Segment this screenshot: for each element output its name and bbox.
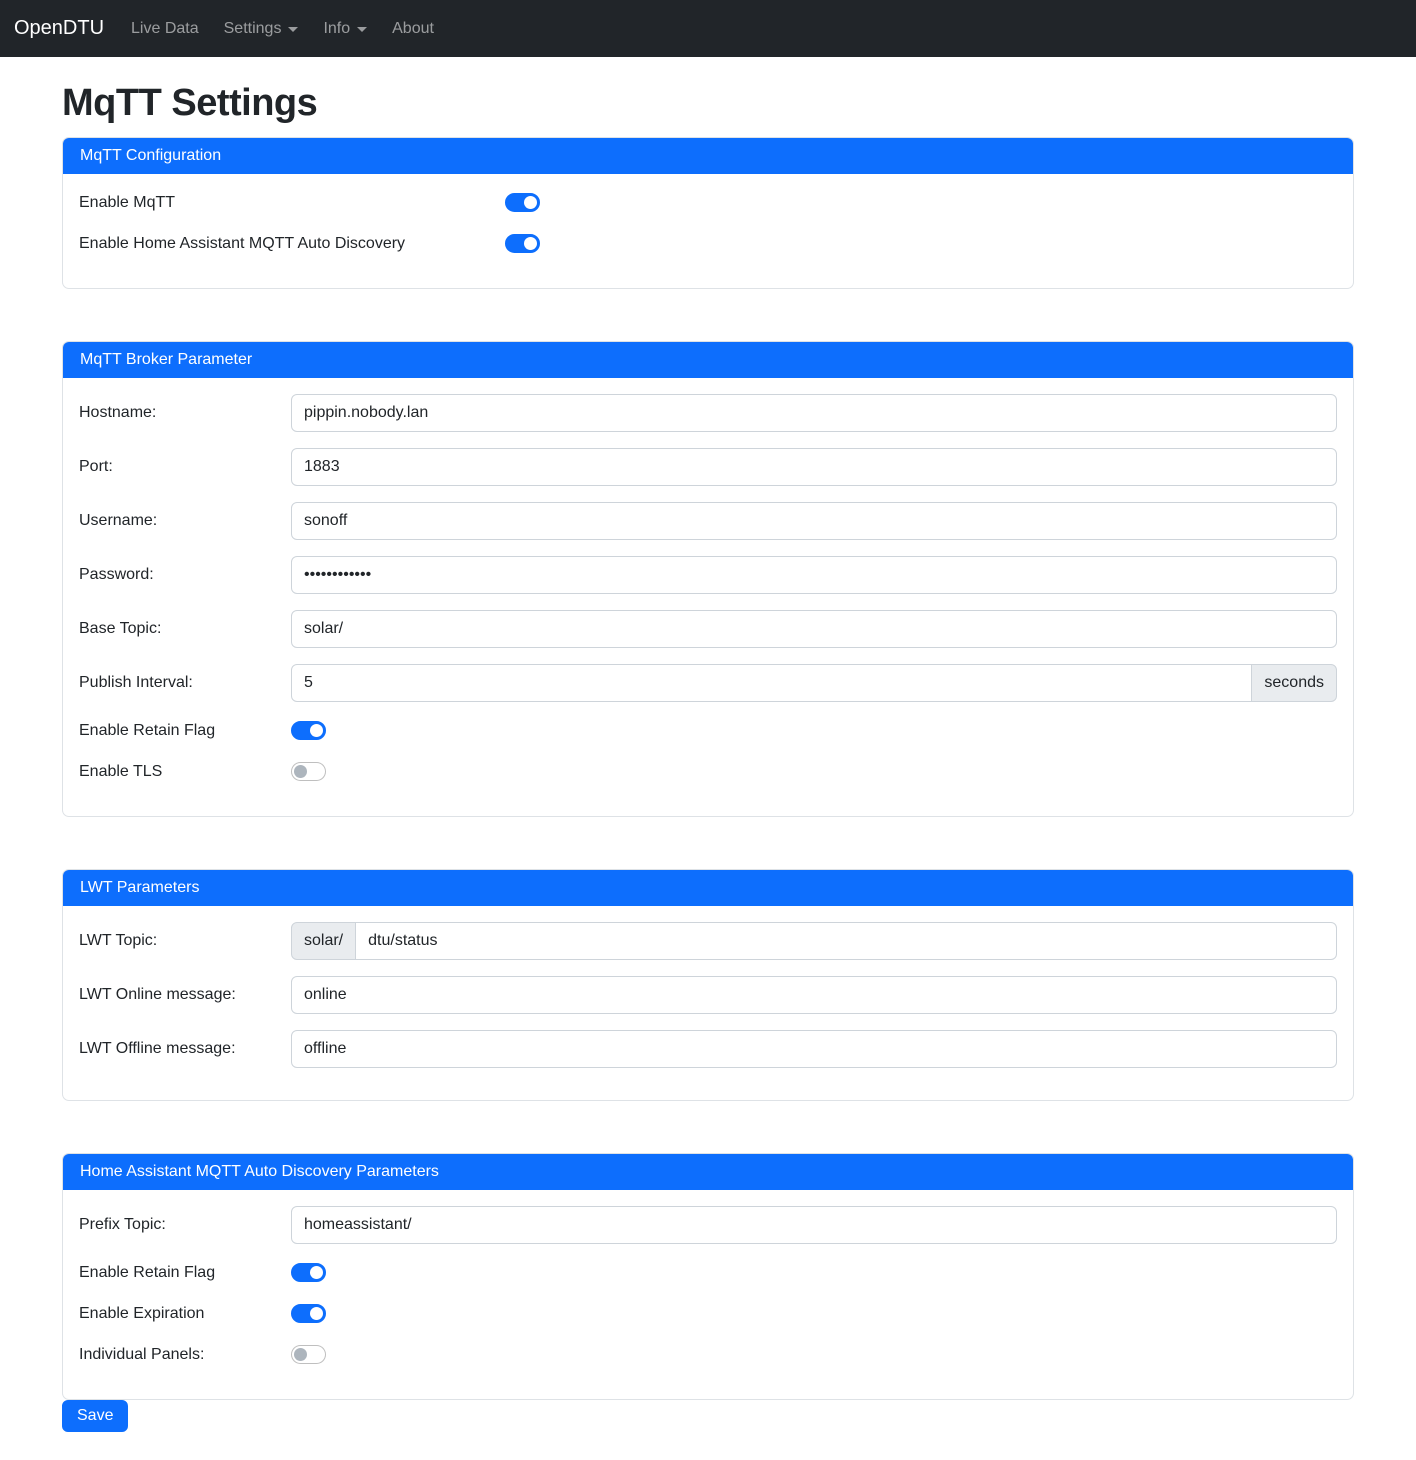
broker-retain-flag-toggle[interactable] bbox=[291, 721, 326, 740]
lwt-offline-input[interactable] bbox=[291, 1030, 1337, 1068]
individual-panels-label: Individual Panels: bbox=[79, 1345, 205, 1363]
lwt-topic-input[interactable] bbox=[355, 922, 1337, 960]
card-body: Hostname: Port: Username: Password: Base… bbox=[63, 378, 1353, 816]
form-row: Enable MqTT bbox=[79, 190, 1337, 215]
form-row: Password: bbox=[79, 556, 1337, 594]
prefix-topic-label: Prefix Topic: bbox=[79, 1216, 166, 1233]
card-body: Prefix Topic: Enable Retain Flag Enable … bbox=[63, 1190, 1353, 1399]
nav-item-settings[interactable]: Settings bbox=[215, 12, 308, 46]
form-row: Port: bbox=[79, 448, 1337, 486]
hass-retain-flag-toggle[interactable] bbox=[291, 1263, 326, 1282]
hass-retain-flag-label: Enable Retain Flag bbox=[79, 1263, 216, 1281]
enable-expiration-toggle[interactable] bbox=[291, 1304, 326, 1323]
publish-interval-input[interactable] bbox=[291, 664, 1253, 702]
seconds-addon: seconds bbox=[1251, 664, 1337, 702]
form-row: Enable TLS bbox=[79, 759, 1337, 784]
base-topic-label: Base Topic: bbox=[79, 620, 162, 637]
publish-interval-label: Publish Interval: bbox=[79, 674, 193, 691]
lwt-online-input[interactable] bbox=[291, 976, 1337, 1014]
lwt-parameters-card: LWT Parameters LWT Topic: solar/ LWT Onl… bbox=[62, 869, 1354, 1101]
form-row: Hostname: bbox=[79, 394, 1337, 432]
prefix-topic-input[interactable] bbox=[291, 1206, 1337, 1244]
enable-hass-discovery-toggle[interactable] bbox=[505, 234, 540, 253]
publish-interval-group: seconds bbox=[291, 664, 1337, 702]
mqtt-broker-parameter-card: MqTT Broker Parameter Hostname: Port: Us… bbox=[62, 341, 1354, 817]
form-row: Enable Retain Flag bbox=[79, 1260, 1337, 1285]
nav-item-live-data[interactable]: Live Data bbox=[122, 12, 208, 46]
lwt-topic-label: LWT Topic: bbox=[79, 932, 158, 949]
form-row: Prefix Topic: bbox=[79, 1206, 1337, 1244]
card-header: MqTT Configuration bbox=[63, 138, 1353, 174]
form-row: Publish Interval: seconds bbox=[79, 664, 1337, 702]
chevron-down-icon bbox=[357, 27, 368, 32]
broker-retain-flag-label: Enable Retain Flag bbox=[79, 721, 216, 739]
nav-item-label: Info bbox=[323, 19, 351, 37]
hostname-label: Hostname: bbox=[79, 404, 157, 421]
lwt-topic-prefix-addon: solar/ bbox=[291, 922, 357, 960]
form-row: Individual Panels: bbox=[79, 1342, 1337, 1367]
username-label: Username: bbox=[79, 512, 158, 529]
nav-item-info[interactable]: Info bbox=[314, 12, 376, 46]
hostname-input[interactable] bbox=[291, 394, 1337, 432]
base-topic-input[interactable] bbox=[291, 610, 1337, 648]
form-row: Enable Expiration bbox=[79, 1301, 1337, 1326]
card-body: LWT Topic: solar/ LWT Online message: LW… bbox=[63, 906, 1353, 1100]
form-row: Enable Home Assistant MQTT Auto Discover… bbox=[79, 231, 1337, 256]
nav-item-label: Live Data bbox=[131, 19, 199, 37]
port-input[interactable] bbox=[291, 448, 1337, 486]
card-header: LWT Parameters bbox=[63, 870, 1353, 906]
enable-tls-label: Enable TLS bbox=[79, 762, 163, 780]
lwt-online-label: LWT Online message: bbox=[79, 986, 236, 1003]
form-row: LWT Online message: bbox=[79, 976, 1337, 1014]
main-content: MqTT Settings MqTT Configuration Enable … bbox=[62, 82, 1354, 1450]
card-header: Home Assistant MQTT Auto Discovery Param… bbox=[63, 1154, 1353, 1190]
password-label: Password: bbox=[79, 566, 154, 583]
password-input[interactable] bbox=[291, 556, 1337, 594]
navbar: OpenDTU Live Data Settings Info About bbox=[0, 0, 1416, 57]
username-input[interactable] bbox=[291, 502, 1337, 540]
form-row: LWT Offline message: bbox=[79, 1030, 1337, 1068]
nav-item-label: About bbox=[392, 19, 434, 37]
enable-tls-toggle[interactable] bbox=[291, 762, 326, 781]
enable-mqtt-toggle[interactable] bbox=[505, 193, 540, 212]
enable-hass-discovery-label: Enable Home Assistant MQTT Auto Discover… bbox=[79, 234, 406, 252]
nav-item-about[interactable]: About bbox=[383, 12, 443, 46]
page-title: MqTT Settings bbox=[62, 82, 318, 124]
mqtt-configuration-card: MqTT Configuration Enable MqTT Enable Ho… bbox=[62, 137, 1354, 289]
enable-mqtt-label: Enable MqTT bbox=[79, 193, 176, 211]
hass-discovery-parameters-card: Home Assistant MQTT Auto Discovery Param… bbox=[62, 1153, 1354, 1400]
form-row: Enable Retain Flag bbox=[79, 718, 1337, 743]
navbar-brand[interactable]: OpenDTU bbox=[14, 17, 105, 39]
card-body: Enable MqTT Enable Home Assistant MQTT A… bbox=[63, 174, 1353, 288]
port-label: Port: bbox=[79, 458, 113, 475]
lwt-offline-label: LWT Offline message: bbox=[79, 1040, 236, 1057]
form-row: Base Topic: bbox=[79, 610, 1337, 648]
card-header: MqTT Broker Parameter bbox=[63, 342, 1353, 378]
form-row: LWT Topic: solar/ bbox=[79, 922, 1337, 960]
nav-item-label: Settings bbox=[223, 19, 282, 37]
individual-panels-toggle[interactable] bbox=[291, 1345, 326, 1364]
lwt-topic-group: solar/ bbox=[291, 922, 1337, 960]
form-row: Username: bbox=[79, 502, 1337, 540]
enable-expiration-label: Enable Expiration bbox=[79, 1304, 205, 1322]
save-button[interactable]: Save bbox=[62, 1400, 129, 1432]
chevron-down-icon bbox=[288, 27, 299, 32]
